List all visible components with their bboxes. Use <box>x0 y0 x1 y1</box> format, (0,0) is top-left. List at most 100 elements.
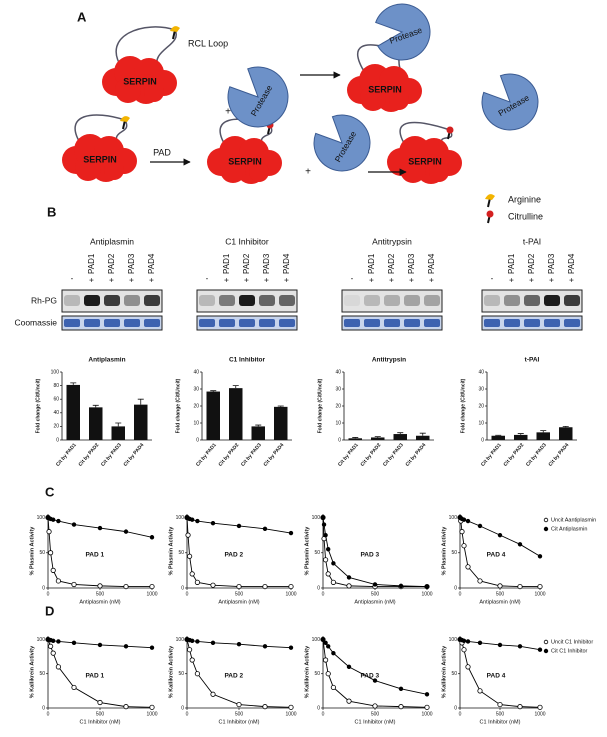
band <box>64 319 80 327</box>
x-tick-label: Cit by PAD1 <box>195 442 218 468</box>
y-tick-label: 40 <box>193 369 199 375</box>
x-axis-label: C1 Inhibitor (nM) <box>355 719 396 725</box>
data-point <box>517 542 523 547</box>
y-axis-label: Fold change (Cit/Uncit) <box>35 378 41 433</box>
pad-label: PAD <box>153 147 171 157</box>
band <box>124 319 140 327</box>
serpin-label: SERPIN <box>83 154 117 164</box>
lane-label: - <box>351 274 354 283</box>
error-bar <box>352 437 359 439</box>
x-tick-label: Cit by PAD2 <box>78 442 101 468</box>
data-point <box>346 664 352 670</box>
legend-marker <box>543 639 549 645</box>
data-point <box>537 554 543 559</box>
data-point <box>497 701 503 708</box>
citrulline-icon <box>446 126 454 134</box>
data-point <box>537 704 543 710</box>
data-point <box>461 543 467 549</box>
protease <box>481 73 539 131</box>
data-point <box>465 664 471 670</box>
fit-line <box>322 639 428 695</box>
data-point <box>288 583 294 590</box>
lane-label: PAD2 <box>107 253 116 274</box>
data-point <box>424 584 430 589</box>
y-axis-label: % Kallikrein Activity <box>168 645 174 698</box>
data-point <box>477 523 483 529</box>
y-tick-label: 30 <box>193 386 199 392</box>
y-tick-label: 100 <box>312 515 321 521</box>
x-axis-label: Antiplasmin (nM) <box>479 599 520 605</box>
data-point <box>465 564 471 570</box>
x-tick-label: Cit by PAD1 <box>480 442 503 468</box>
serpin-blob <box>360 85 386 111</box>
error-bar <box>70 382 77 385</box>
data-point <box>50 567 56 573</box>
blot <box>341 289 443 313</box>
serpin-label: SERPIN <box>408 156 442 166</box>
data-point <box>424 704 430 710</box>
data-point <box>288 530 294 536</box>
band <box>344 319 360 327</box>
band <box>564 295 580 306</box>
lane-label: + <box>107 277 116 282</box>
serpin-blob <box>144 82 164 102</box>
lane-label: + <box>87 277 96 282</box>
data-point <box>331 561 336 566</box>
data-point <box>461 647 467 653</box>
bar <box>66 384 80 440</box>
bar <box>514 434 528 440</box>
lane-label: PAD3 <box>407 253 416 274</box>
x-tick-label: 500 <box>96 711 105 717</box>
y-tick-label: 50 <box>178 671 184 677</box>
error-bar <box>92 404 99 408</box>
x-tick-label: 0 <box>186 591 189 597</box>
data-point <box>210 691 216 697</box>
bar <box>134 404 148 440</box>
data-point <box>50 650 56 656</box>
lane-label: PAD2 <box>242 253 251 274</box>
lane-label: - <box>71 274 74 283</box>
chart-title: Antiplasmin <box>88 357 125 364</box>
data-point <box>236 523 242 529</box>
data-point <box>537 583 543 590</box>
y-axis-label: Fold change (Cit/Uncit) <box>317 378 323 433</box>
y-tick-label: 20 <box>335 403 341 409</box>
data-point <box>210 640 216 646</box>
x-tick-label: Cit by PAD3 <box>382 442 405 468</box>
serpin-blob <box>220 157 246 183</box>
data-point <box>55 664 62 670</box>
bar <box>536 432 550 440</box>
y-axis-label: Fold change (Cit/Uncit) <box>460 378 466 433</box>
y-tick-label: 0 <box>181 585 184 591</box>
x-tick-label: 500 <box>235 711 244 717</box>
data-point <box>477 688 483 694</box>
band <box>144 295 160 306</box>
y-tick-label: 0 <box>454 705 457 711</box>
error-bar <box>210 390 217 392</box>
lane-label: + <box>407 277 416 282</box>
band <box>64 295 80 306</box>
data-point <box>465 518 471 524</box>
data-point <box>195 639 200 644</box>
panel-sublabel: PAD 2 <box>224 551 243 558</box>
x-axis-label: C1 Inhibitor (nM) <box>480 719 521 725</box>
serpin-label: SERPIN <box>123 76 157 86</box>
lane-label: + <box>507 277 516 282</box>
x-tick-label: Cit by PAD2 <box>503 442 526 468</box>
data-point <box>71 684 77 691</box>
lane-label: + <box>547 277 556 282</box>
band <box>279 295 295 306</box>
data-point <box>322 657 329 663</box>
data-point <box>330 579 336 585</box>
y-tick-label: 20 <box>193 403 199 409</box>
data-point <box>56 639 61 644</box>
lane-label: + <box>222 277 231 282</box>
blot-title: Antiplasmin <box>90 236 134 246</box>
lane-label: PAD2 <box>387 253 396 274</box>
y-tick-label: 50 <box>314 550 320 556</box>
data-point <box>56 518 61 524</box>
data-point <box>372 703 378 709</box>
data-point <box>123 704 129 710</box>
y-tick-label: 80 <box>53 383 59 389</box>
data-point <box>322 557 329 563</box>
